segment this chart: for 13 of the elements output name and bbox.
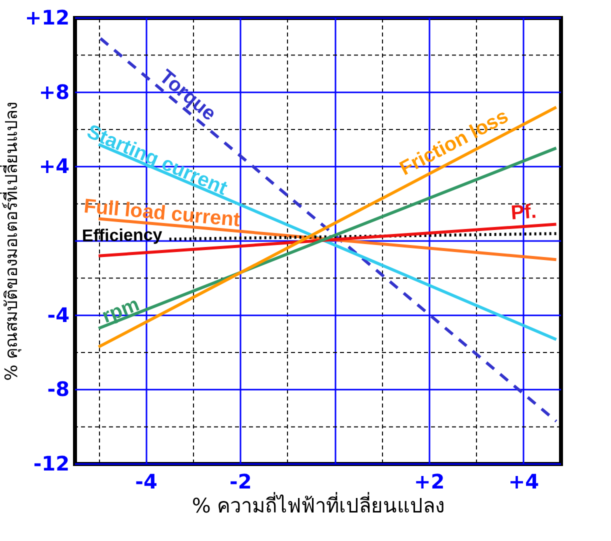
x-tick-label: +2: [414, 470, 445, 494]
y-tick-label: +12: [24, 6, 70, 30]
x-tick-label: -2: [230, 470, 252, 494]
y-tick-label: -4: [47, 302, 70, 327]
x-tick-label: +4: [508, 470, 540, 494]
y-tick-label: +4: [38, 154, 70, 178]
x-tick-label: -4: [135, 470, 158, 494]
y-tick-label: -12: [33, 452, 70, 476]
y-tick-label: -8: [47, 377, 70, 402]
x-axis-title: % ความถี่ไฟฟ้าที่เปลี่ยนแปลง: [192, 492, 446, 518]
series-label: Pf.: [510, 200, 538, 224]
text: rpm: [99, 293, 142, 328]
y-tick-label: +8: [38, 80, 70, 104]
